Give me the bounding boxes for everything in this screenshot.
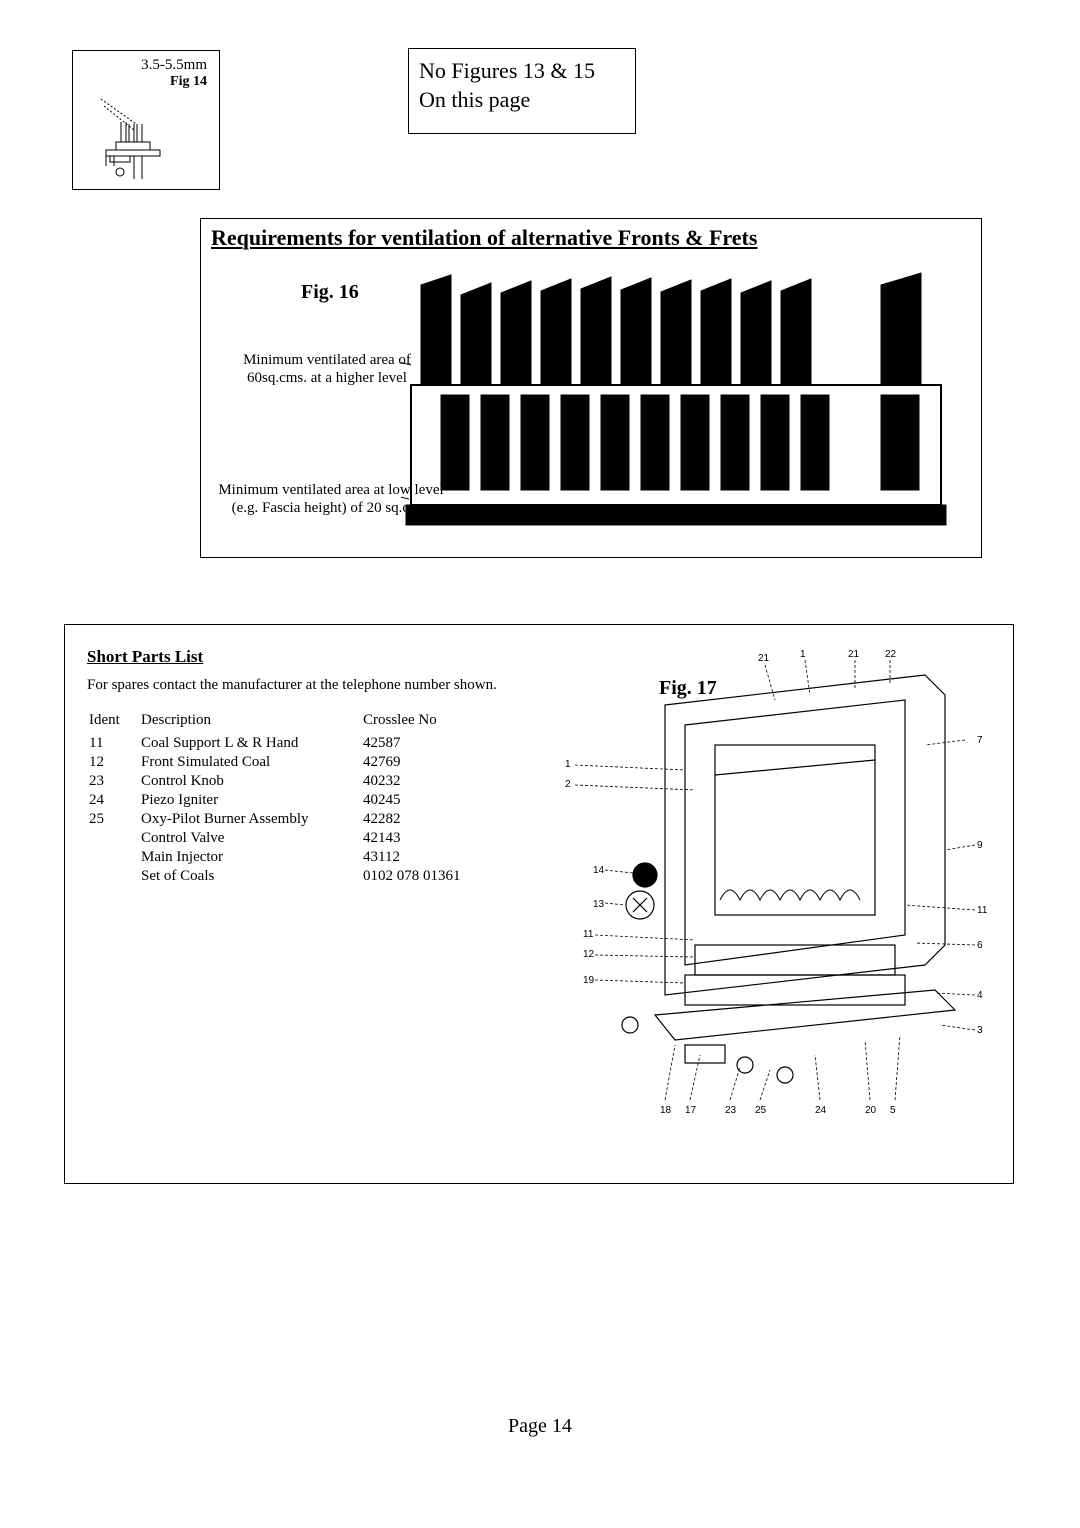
parts-table: Ident Description Crosslee No 11Coal Sup…: [87, 710, 495, 887]
table-row: 25Oxy-Pilot Burner Assembly42282: [89, 811, 493, 828]
svg-text:4: 4: [977, 990, 983, 1001]
cell-desc: Control Knob: [141, 773, 361, 790]
table-row: 12Front Simulated Coal42769: [89, 754, 493, 771]
cell-no: 43112: [363, 849, 493, 866]
svg-text:24: 24: [815, 1105, 827, 1116]
svg-text:9: 9: [977, 840, 983, 851]
cell-desc: Oxy-Pilot Burner Assembly: [141, 811, 361, 828]
cell-ident: [89, 830, 139, 847]
fig14-label: Fig 14: [79, 74, 213, 90]
fig17-diagram: 1 2 14 13 11 12 19 7 9 11 6 4 3 21 1 21 …: [545, 645, 995, 1145]
cell-desc: Control Valve: [141, 830, 361, 847]
svg-text:14: 14: [593, 865, 605, 876]
table-row: 24Piezo Igniter40245: [89, 792, 493, 809]
svg-text:6: 6: [977, 940, 983, 951]
cell-no: 42282: [363, 811, 493, 828]
cell-desc: Front Simulated Coal: [141, 754, 361, 771]
cell-ident: 11: [89, 735, 139, 752]
svg-text:23: 23: [725, 1105, 737, 1116]
fig16-diagram: [401, 265, 961, 545]
fig16-box: Requirements for ventilation of alternat…: [200, 218, 982, 558]
cell-ident: [89, 868, 139, 885]
cell-no: 0102 078 01361: [363, 868, 493, 885]
svg-text:18: 18: [660, 1105, 672, 1116]
svg-text:20: 20: [865, 1105, 877, 1116]
cell-desc: Set of Coals: [141, 868, 361, 885]
table-row: Set of Coals0102 078 01361: [89, 868, 493, 885]
svg-text:7: 7: [977, 735, 983, 746]
note-line1: No Figures 13 & 15: [419, 57, 625, 86]
svg-text:13: 13: [593, 899, 605, 910]
svg-text:17: 17: [685, 1105, 697, 1116]
fig14-diagram: [96, 94, 196, 184]
svg-text:2: 2: [565, 779, 571, 790]
note-line2: On this page: [419, 86, 625, 115]
table-row: Control Valve42143: [89, 830, 493, 847]
cell-ident: [89, 849, 139, 866]
svg-text:21: 21: [848, 649, 860, 660]
svg-text:1: 1: [800, 649, 806, 660]
svg-text:1: 1: [565, 759, 571, 770]
svg-text:19: 19: [583, 975, 595, 986]
header-no: Crosslee No: [363, 712, 493, 733]
cell-desc: Piezo Igniter: [141, 792, 361, 809]
cell-ident: 25: [89, 811, 139, 828]
svg-text:25: 25: [755, 1105, 767, 1116]
svg-text:21: 21: [758, 653, 770, 664]
svg-text:5: 5: [890, 1105, 896, 1116]
table-row: 23Control Knob40232: [89, 773, 493, 790]
cell-no: 42769: [363, 754, 493, 771]
cell-no: 42587: [363, 735, 493, 752]
fig14-box: 3.5-5.5mm Fig 14: [72, 50, 220, 190]
fig16-title: Requirements for ventilation of alternat…: [201, 219, 981, 257]
fig14-measure: 3.5-5.5mm: [79, 57, 213, 74]
cell-no: 42143: [363, 830, 493, 847]
fig16-label: Fig. 16: [301, 281, 359, 304]
page-number: Page 14: [0, 1415, 1080, 1438]
fig16-content: Fig. 16 Minimum ventilated area of 60sq.…: [201, 257, 981, 557]
svg-text:22: 22: [885, 649, 897, 660]
svg-text:11: 11: [977, 905, 988, 916]
cell-no: 40232: [363, 773, 493, 790]
cell-ident: 23: [89, 773, 139, 790]
note-box: No Figures 13 & 15 On this page: [408, 48, 636, 134]
cell-ident: 12: [89, 754, 139, 771]
header-ident: Ident: [89, 712, 139, 733]
table-row: Main Injector43112: [89, 849, 493, 866]
svg-text:12: 12: [583, 949, 595, 960]
cell-no: 40245: [363, 792, 493, 809]
header-desc: Description: [141, 712, 361, 733]
svg-text:3: 3: [977, 1025, 983, 1036]
parts-header-row: Ident Description Crosslee No: [89, 712, 493, 733]
cell-desc: Coal Support L & R Hand: [141, 735, 361, 752]
table-row: 11Coal Support L & R Hand42587: [89, 735, 493, 752]
svg-text:11: 11: [583, 929, 594, 940]
cell-desc: Main Injector: [141, 849, 361, 866]
parts-box: Short Parts List For spares contact the …: [64, 624, 1014, 1184]
cell-ident: 24: [89, 792, 139, 809]
